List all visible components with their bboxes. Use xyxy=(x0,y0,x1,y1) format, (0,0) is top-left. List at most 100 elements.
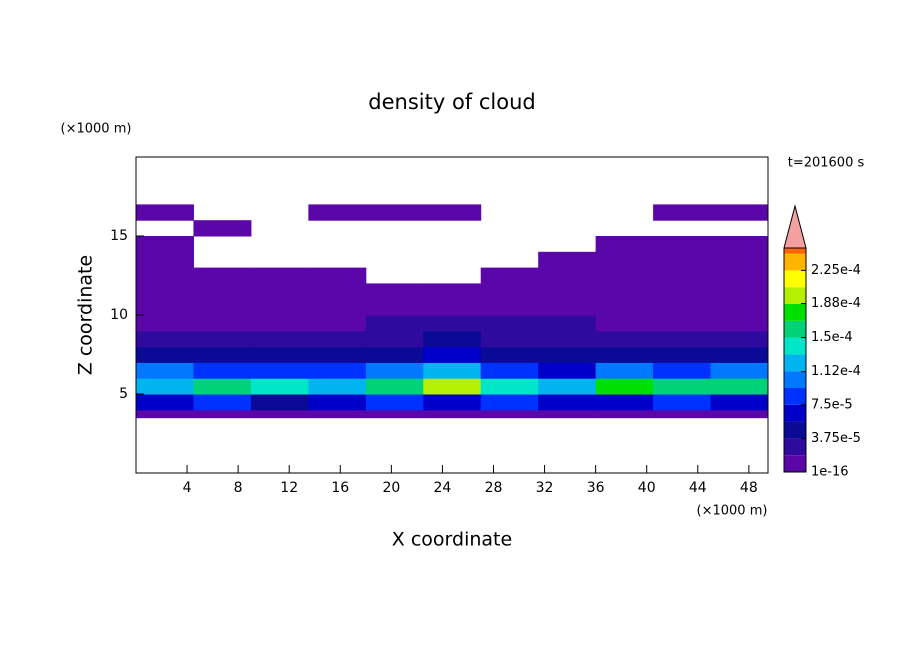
field-cell xyxy=(308,283,367,300)
field-cell xyxy=(423,409,482,419)
field-cell xyxy=(595,362,654,379)
field-cell xyxy=(480,299,539,316)
field-cell xyxy=(653,394,712,411)
field-cell xyxy=(136,362,194,379)
field-cell xyxy=(653,251,712,269)
field-cell xyxy=(595,299,654,316)
field-cell xyxy=(136,283,194,300)
colorbar-tick-label: 1.12e-4 xyxy=(811,364,861,379)
field-cell xyxy=(710,330,769,348)
field-cell xyxy=(423,330,482,348)
field-cell xyxy=(136,251,194,269)
field-cell xyxy=(308,362,367,379)
y-tick-label: 5 xyxy=(119,386,128,402)
field-cell xyxy=(193,315,252,332)
field-cell xyxy=(365,299,424,316)
field-cell xyxy=(250,283,309,300)
colorbar-band xyxy=(784,455,806,472)
field-cell xyxy=(480,362,539,379)
field-cell xyxy=(308,409,367,419)
field-cell xyxy=(538,330,597,348)
field-cell xyxy=(653,236,712,253)
x-unit: (×1000 m) xyxy=(697,504,768,519)
field-cell xyxy=(710,251,769,269)
field-cell xyxy=(595,346,654,363)
y-unit: (×1000 m) xyxy=(61,122,132,137)
field-cell xyxy=(595,394,654,411)
field-cell xyxy=(308,267,367,284)
time-annotation: t=201600 s xyxy=(788,156,865,171)
field-cell xyxy=(480,394,539,411)
colorbar-band xyxy=(784,354,806,372)
field-cell xyxy=(308,378,367,395)
colorbar-tick-label: 7.5e-5 xyxy=(811,397,853,412)
field-cell xyxy=(136,409,194,419)
x-tick-label: 24 xyxy=(434,480,452,496)
field-cell xyxy=(423,346,482,363)
field-cell xyxy=(136,267,194,284)
field-cell xyxy=(250,394,309,411)
field-cell xyxy=(480,330,539,348)
colorbar-band xyxy=(784,371,806,388)
field-cell xyxy=(423,394,482,411)
field-cell xyxy=(595,315,654,332)
field-cell xyxy=(653,409,712,419)
field-cell xyxy=(193,394,252,411)
field-cell xyxy=(653,204,712,221)
colorbar-band xyxy=(784,270,806,288)
x-tick-label: 32 xyxy=(536,480,554,496)
field-cell xyxy=(595,378,654,395)
field-cell xyxy=(250,362,309,379)
field-cell xyxy=(193,346,252,363)
field-cell xyxy=(538,315,597,332)
colorbar-band xyxy=(784,287,806,304)
field-cell xyxy=(423,315,482,332)
field-cell xyxy=(423,283,482,300)
x-tick-label: 44 xyxy=(689,480,707,496)
field-cell xyxy=(595,409,654,419)
field-cell xyxy=(136,378,194,395)
field-cell xyxy=(193,267,252,284)
colorbar-tick-label: 1.88e-4 xyxy=(811,296,861,311)
field-cell xyxy=(423,204,482,221)
field-cell xyxy=(538,346,597,363)
field-cell xyxy=(480,315,539,332)
field-cell xyxy=(365,283,424,300)
x-tick-label: 48 xyxy=(740,480,758,496)
colorbar-tick-label: 3.75e-5 xyxy=(811,431,861,446)
field-cell xyxy=(365,204,424,221)
field-cell xyxy=(653,315,712,332)
field-cell xyxy=(710,362,769,379)
field-cell xyxy=(423,362,482,379)
colorbar-band xyxy=(784,438,806,456)
colorbar-extend xyxy=(783,204,807,249)
x-tick-label: 12 xyxy=(280,480,298,496)
field-cell xyxy=(710,299,769,316)
x-tick-label: 8 xyxy=(234,480,243,496)
field-cell xyxy=(538,283,597,300)
field-cell xyxy=(538,299,597,316)
colorbar-band xyxy=(784,388,806,405)
field-cell xyxy=(365,330,424,348)
y-tick-label: 15 xyxy=(110,228,128,244)
field-cell xyxy=(193,299,252,316)
field-cell xyxy=(653,346,712,363)
field-cell xyxy=(653,283,712,300)
field-cell xyxy=(480,378,539,395)
x-tick-label: 16 xyxy=(331,480,349,496)
field-cell xyxy=(308,330,367,348)
field-cell xyxy=(136,236,194,253)
field-cell xyxy=(136,315,194,332)
field-cell xyxy=(193,378,252,395)
field-cell xyxy=(710,346,769,363)
colorbar-band xyxy=(784,320,806,338)
chart-title: density of cloud xyxy=(368,90,535,114)
field-cell xyxy=(250,315,309,332)
field-cell xyxy=(653,299,712,316)
colorbar-band xyxy=(784,404,806,422)
x-tick-label: 28 xyxy=(485,480,503,496)
y-tick-label: 10 xyxy=(110,307,128,323)
field-cell xyxy=(250,267,309,284)
colorbar-band xyxy=(784,304,806,321)
